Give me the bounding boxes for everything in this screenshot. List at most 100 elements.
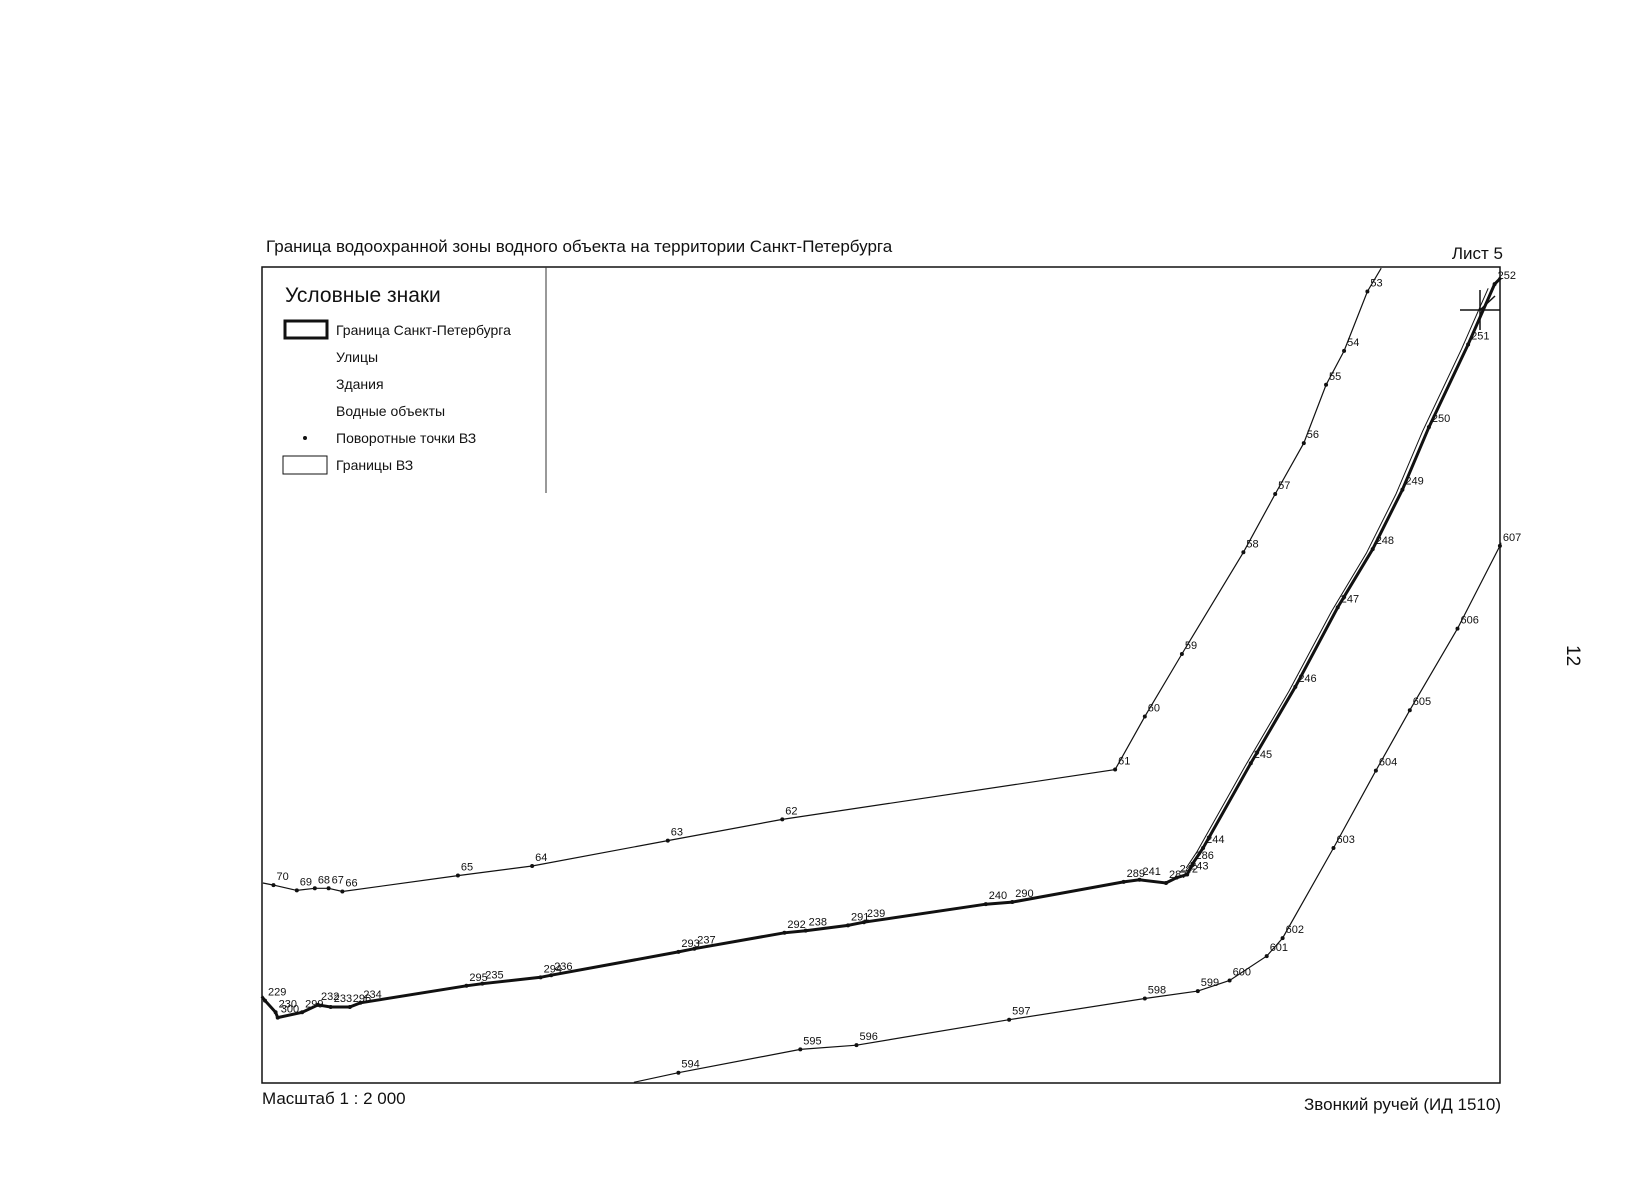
turning-point <box>1195 989 1200 994</box>
turning-point <box>1335 605 1340 610</box>
turning-point <box>1342 348 1347 353</box>
sheet-number: Лист 5 <box>1452 244 1503 263</box>
point-label: 599 <box>1201 977 1219 989</box>
legend-label: Граница Санкт-Петербурга <box>336 322 511 338</box>
turning-point <box>275 1015 280 1020</box>
map-frame <box>261 266 1501 1084</box>
turning-point <box>1137 877 1142 882</box>
point-label: 295 <box>469 972 487 984</box>
turning-point <box>676 1070 681 1075</box>
turning-point <box>1407 708 1412 713</box>
legend-label: Улицы <box>336 349 378 365</box>
point-label: 300 <box>281 1004 299 1016</box>
turning-point <box>1331 846 1336 850</box>
point-label: 67 <box>332 874 344 886</box>
legend-label: Поворотные точки ВЗ <box>336 430 476 446</box>
legend-symbol <box>303 436 307 440</box>
turning-point <box>780 817 785 822</box>
turning-point <box>665 838 670 843</box>
point-label: 233 <box>334 993 352 1005</box>
point-label: 598 <box>1148 985 1166 997</box>
turning-point <box>1113 767 1118 772</box>
legend-title: Условные знаки <box>285 284 441 307</box>
turning-point <box>312 886 317 891</box>
point-label: 600 <box>1233 967 1251 979</box>
sheet-title: Граница водоохранной зоны водного объект… <box>266 237 893 256</box>
point-label: 235 <box>485 970 503 982</box>
turning-point <box>1373 768 1378 773</box>
point-label: 68 <box>318 874 330 886</box>
legend-label: Границы ВЗ <box>336 457 413 473</box>
turning-point <box>326 886 331 891</box>
turning-point <box>273 1010 278 1015</box>
turning-point <box>1497 543 1502 548</box>
turning-point <box>1280 936 1285 941</box>
turning-point <box>271 883 276 888</box>
turning-point <box>340 889 345 894</box>
turning-point <box>1164 880 1168 885</box>
point-label: 53 <box>1370 278 1382 290</box>
point-label: 607 <box>1503 532 1521 544</box>
turning-point <box>1179 652 1184 657</box>
point-label: 286 <box>1196 850 1214 862</box>
point-label: 248 <box>1376 535 1394 547</box>
turning-point <box>983 902 988 907</box>
legend-symbol <box>282 455 328 475</box>
turning-point <box>347 1005 352 1009</box>
turning-point <box>1492 282 1497 287</box>
turning-point <box>480 981 485 986</box>
point-label: 595 <box>803 1035 821 1047</box>
point-label: 291 <box>851 911 869 923</box>
point-label: 70 <box>276 871 288 883</box>
turning-point <box>538 975 543 980</box>
boundary-north <box>262 267 1382 893</box>
turning-point <box>1370 547 1375 552</box>
point-label: 237 <box>697 935 715 947</box>
legend-label: Водные объекты <box>336 403 445 419</box>
turning-point <box>1174 875 1179 880</box>
turning-point <box>300 1010 305 1015</box>
turning-point <box>1248 761 1253 766</box>
legend-symbol <box>283 319 329 340</box>
turning-point <box>294 888 299 893</box>
point-label: 249 <box>1405 476 1423 488</box>
legend-label: Здания <box>336 376 384 392</box>
point-label: 601 <box>1270 942 1288 954</box>
point-label: 243 <box>1190 861 1208 873</box>
turning-point <box>1426 425 1431 430</box>
turning-point <box>263 998 267 1003</box>
turning-point <box>549 973 554 978</box>
point-label: 232 <box>321 991 339 1003</box>
turning-point <box>316 1002 320 1007</box>
point-label: 293 <box>681 938 699 950</box>
turning-point <box>782 930 787 935</box>
turning-point <box>464 983 469 988</box>
turning-point <box>1455 626 1460 631</box>
point-label: 251 <box>1471 331 1489 343</box>
point-label: 594 <box>681 1059 699 1071</box>
point-label: 61 <box>1118 756 1130 768</box>
point-label: 229 <box>268 987 286 999</box>
turning-point <box>1293 684 1298 689</box>
point-label: 69 <box>300 876 312 888</box>
turning-point <box>676 949 681 954</box>
point-label: 294 <box>544 963 562 975</box>
turning-point <box>1185 872 1190 877</box>
point-label: 65 <box>461 862 473 874</box>
turning-point <box>798 1047 803 1052</box>
point-label: 240 <box>989 890 1007 902</box>
boundary-inner <box>1185 288 1489 869</box>
point-label: 58 <box>1246 538 1258 550</box>
point-label: 292 <box>787 919 805 931</box>
turning-point <box>692 946 697 951</box>
turning-point <box>846 923 850 928</box>
turning-point <box>358 1000 363 1005</box>
turning-point <box>1227 978 1232 983</box>
turning-point <box>328 1005 333 1009</box>
point-label: 63 <box>671 827 683 839</box>
point-label: 246 <box>1298 673 1316 685</box>
point-label: 239 <box>867 908 885 920</box>
boundary-south <box>633 542 1502 1083</box>
point-label: 247 <box>1341 593 1359 605</box>
